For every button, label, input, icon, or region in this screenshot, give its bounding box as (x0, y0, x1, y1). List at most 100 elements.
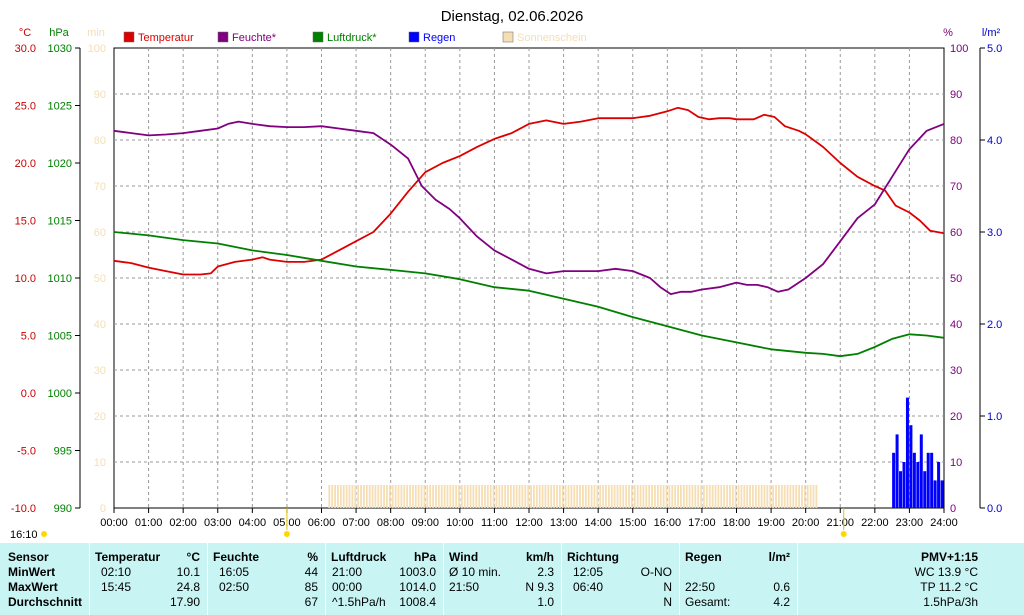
humidity-tick-label: 50 (950, 273, 962, 285)
pressure-tick-label: 995 (54, 446, 72, 458)
table-cell-label: Durchschnitt (8, 595, 83, 609)
sunshine-bar (596, 485, 599, 508)
sun-tick-label: 20 (94, 411, 106, 423)
x-tick-label: 20:00 (792, 517, 820, 529)
table-cell-press-v: 1008.4 (399, 595, 436, 609)
x-tick-label: 00:00 (100, 517, 128, 529)
humidity-tick-label: 90 (950, 89, 962, 101)
sunshine-bar (757, 485, 760, 508)
table-cell-dir-t: 12:05 (573, 565, 604, 579)
sunshine-bar (780, 485, 783, 508)
legend-swatch (502, 31, 514, 43)
sunshine-bar (432, 485, 434, 508)
legend-label: Sonnenschein (517, 32, 587, 44)
table-cell-label: MinWert (8, 565, 56, 579)
rain-bar (926, 452, 930, 508)
pressure-tick-label: 1000 (48, 388, 72, 400)
header-rain-unit: l/m² (768, 550, 790, 564)
sun-tick-label: 90 (94, 89, 106, 101)
header-pressure-unit: hPa (413, 550, 436, 564)
sunshine-bar (691, 485, 694, 508)
sunshine-bar (518, 485, 521, 508)
x-tick-label: 17:00 (688, 517, 716, 529)
sunshine-bar (593, 485, 596, 508)
sunshine-bar (411, 485, 414, 508)
sun-markers: 16:10 (10, 508, 847, 541)
x-tick-label: 19:00 (757, 517, 785, 529)
sunshine-bar (740, 485, 743, 508)
sunshine-bar (478, 485, 481, 508)
sunshine-bar (377, 485, 380, 508)
sunshine-bar (564, 485, 567, 508)
sunshine-bar (726, 485, 728, 508)
x-tick-label: 09:00 (411, 517, 439, 529)
sunshine-bar (792, 485, 795, 508)
table-cell-hum-v: 67 (304, 595, 318, 609)
sunshine-bar (639, 485, 642, 508)
sunshine-bar (584, 485, 587, 508)
sunshine-bar (547, 485, 550, 508)
sunshine-bar (628, 485, 630, 508)
sunshine-bar (458, 485, 460, 508)
sunshine-bar (656, 485, 659, 508)
sunshine-bar (544, 485, 547, 508)
sun-tick-label: 40 (94, 319, 106, 331)
weather-chart: Dienstag, 02.06.2026 Temperatur Feuchte* L… (10, 8, 1002, 541)
humidity-unit-label: % (943, 27, 953, 39)
temp-tick-label: 20.0 (15, 158, 36, 170)
humidity-tick-label: 30 (950, 365, 962, 377)
sunshine-bar (671, 485, 674, 508)
sunshine-bar (749, 485, 751, 508)
sunshine-bar (342, 485, 345, 508)
sun-tick-label: 70 (94, 181, 106, 193)
sunshine-bar (486, 485, 489, 508)
x-tick-label: 21:00 (826, 517, 854, 529)
sunshine-bar (406, 485, 409, 508)
sunshine-bar (763, 485, 766, 508)
humidity-tick-label: 100 (950, 43, 968, 55)
sunshine-bar (631, 485, 633, 508)
sunshine-bar (437, 485, 440, 508)
sunshine-bar (489, 485, 492, 508)
x-tick-label: 02:00 (169, 517, 197, 529)
x-tick-label: 08:00 (377, 517, 405, 529)
table-cell-dir-v: N (663, 580, 672, 594)
rain-bar (933, 480, 937, 508)
sunshine-bar (535, 485, 538, 508)
sunshine-bar (717, 485, 720, 508)
sunshine-bar (746, 485, 749, 508)
sunshine-bar (737, 485, 740, 508)
sunshine-bar (723, 485, 726, 508)
sunshine-bar (662, 485, 665, 508)
sunshine-bar (509, 485, 512, 508)
sunshine-bar (605, 485, 607, 508)
sunshine-bar (360, 485, 362, 508)
series-lines (113, 106, 945, 358)
rain-unit-label: l/m² (982, 27, 1001, 39)
rain-bar (923, 471, 927, 508)
table-cell-temp-v: 10.1 (176, 565, 200, 579)
x-tick-label: 11:00 (481, 517, 508, 529)
table-cell-press-t: ^1.5hPa/h (332, 595, 386, 609)
sunshine-bar (590, 485, 593, 508)
sunshine-bar (446, 485, 449, 508)
sunshine-bar (498, 485, 501, 508)
sunshine-bar (363, 485, 365, 508)
x-tick-label: 22:00 (861, 517, 889, 529)
sunshine-bar (469, 485, 472, 508)
sunshine-bar (812, 485, 815, 508)
sunshine-bar (688, 485, 691, 508)
sunshine-bar (783, 485, 786, 508)
sunshine-bar (798, 485, 800, 508)
pressure-tick-label: 1010 (48, 273, 72, 285)
table-cell-press-t: 21:00 (332, 565, 363, 579)
legend: Temperatur Feuchte* Luftdruck* Regen Sonnens… (123, 31, 587, 44)
x-tick-label: 13:00 (550, 517, 578, 529)
table-cell-wind-v: N 9.3 (525, 580, 554, 594)
sunshine-bar (550, 485, 553, 508)
header-pressure: Luftdruck (331, 550, 387, 564)
axis-units: °C hPa min% l/m² (19, 27, 1001, 39)
temp-tick-label: 15.0 (15, 216, 36, 228)
rain-bar (937, 462, 941, 508)
humidity-tick-label: 0 (950, 503, 956, 515)
